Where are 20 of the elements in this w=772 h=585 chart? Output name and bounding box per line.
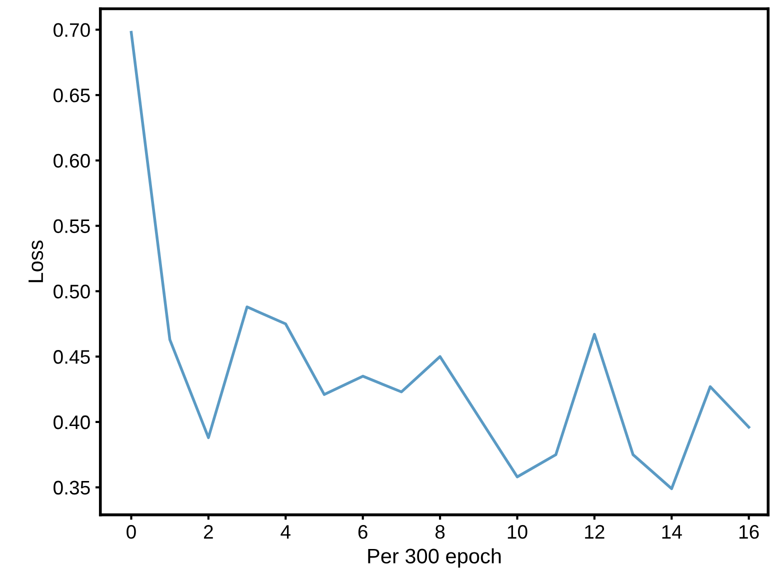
y-tick-label: 0.40: [54, 415, 90, 430]
x-tick-label: 6: [358, 525, 368, 539]
y-tick-label: 0.65: [54, 88, 90, 102]
x-tick-label: 8: [435, 525, 445, 539]
x-tick-label: 14: [662, 525, 682, 539]
y-tick-label: 0.55: [54, 219, 90, 234]
line-series: [130, 30, 750, 490]
x-tick-label: 2: [204, 525, 213, 539]
x-tick-label: 12: [585, 525, 604, 539]
x-tick-label: 0: [126, 525, 136, 539]
y-tick-label: 0.50: [54, 284, 90, 298]
x-tick-label: 16: [740, 525, 759, 539]
x-tick-label: 10: [508, 525, 528, 539]
x-tick-label: 4: [280, 525, 290, 539]
y-tick-label: 0.60: [54, 154, 90, 168]
y-tick-label: 0.35: [54, 480, 90, 495]
y-tick-label: 0.45: [54, 350, 90, 364]
x-axis-title: Per 300 epoch: [368, 548, 501, 568]
y-axis-title: Loss: [28, 240, 44, 282]
y-tick-label: 0.70: [54, 23, 90, 37]
